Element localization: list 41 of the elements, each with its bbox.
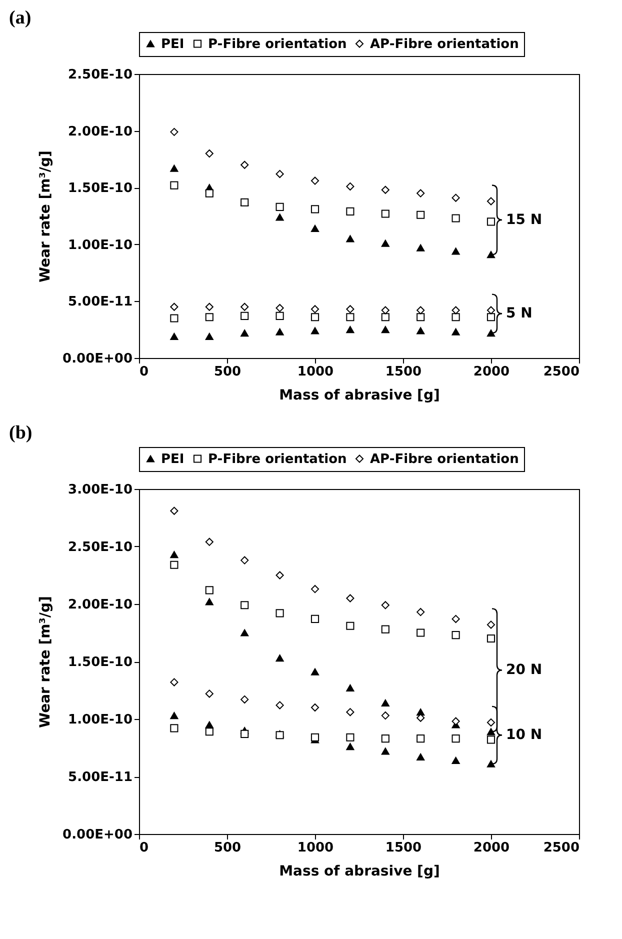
x-axis-title: Mass of abrasive [g] (279, 864, 440, 880)
y-tick-label: 5.00E-11 (68, 770, 132, 785)
y-tick-label: 1.50E-10 (68, 655, 132, 670)
x-tick-label: 0 (140, 840, 149, 856)
y-axis-title: Wear rate [m³/g] (38, 150, 54, 282)
legend-label: AP-Fibre orientation (370, 36, 519, 52)
x-tick-label: 0 (140, 364, 149, 380)
annotation: 20 N (506, 662, 542, 678)
x-tick-label: 1000 (297, 840, 334, 856)
x-tick-label: 500 (214, 840, 242, 856)
annotation: 10 N (506, 726, 542, 743)
chart-title: (a) (9, 8, 32, 28)
y-tick-label: 2.00E-10 (68, 598, 132, 612)
y-tick-label: 2.50E-10 (68, 540, 132, 555)
y-tick-label: 1.50E-10 (68, 181, 132, 196)
x-tick-label: 2000 (473, 364, 510, 380)
legend-label: PEI (161, 452, 184, 467)
y-tick-label: 5.00E-11 (68, 294, 132, 310)
y-tick-label: 1.00E-10 (68, 238, 132, 253)
x-tick-label: 500 (214, 364, 242, 380)
chart-title: (b) (9, 422, 32, 444)
x-tick-label: 2500 (543, 364, 580, 380)
legend-label: AP-Fibre orientation (370, 452, 519, 467)
x-axis-title: Mass of abrasive [g] (279, 388, 440, 404)
x-tick-label: 1500 (385, 364, 422, 380)
annotation: 5 N (506, 305, 532, 322)
legend-label: P-Fibre orientation (208, 452, 347, 467)
y-tick-label: 2.00E-10 (68, 124, 132, 140)
y-tick-label: 0.00E+00 (62, 352, 132, 366)
y-tick-label: 1.00E-10 (68, 712, 132, 728)
x-tick-label: 2000 (473, 840, 510, 856)
y-axis-title: Wear rate [m³/g] (38, 596, 54, 728)
annotation: 15 N (506, 212, 542, 228)
x-tick-label: 1000 (297, 364, 334, 380)
y-tick-label: 2.50E-10 (68, 68, 132, 82)
x-tick-label: 2500 (543, 840, 580, 856)
x-tick-label: 1500 (385, 840, 422, 856)
y-tick-label: 0.00E+00 (62, 828, 132, 842)
legend-label: P-Fibre orientation (208, 36, 347, 52)
legend-label: PEI (161, 36, 184, 52)
y-tick-label: 3.00E-10 (68, 482, 132, 498)
